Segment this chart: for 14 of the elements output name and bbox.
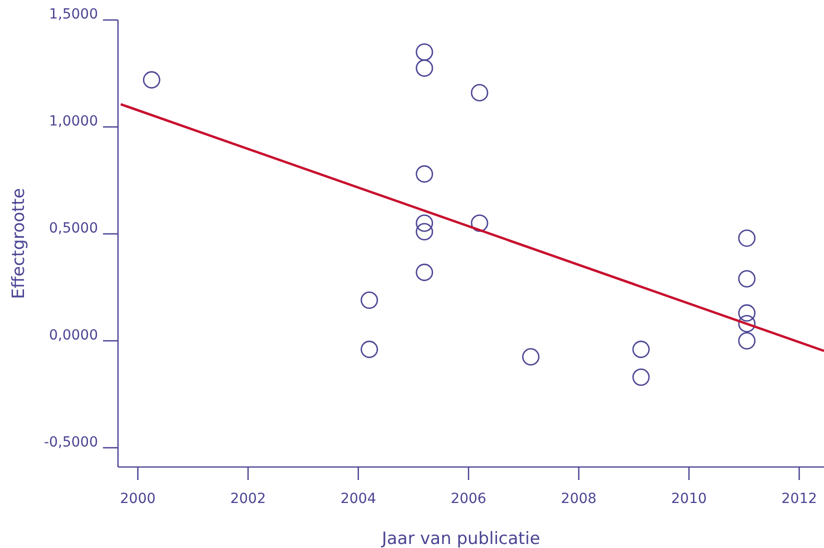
y-tick-label: 0,0000 (49, 327, 98, 344)
x-axis-title: Jaar van publicatie (380, 529, 540, 548)
x-tick-label: 2012 (781, 491, 818, 507)
x-tick-label: 2008 (560, 491, 597, 507)
y-tick-label: 1,5000 (49, 6, 98, 23)
y-tick-label: 1,0000 (49, 114, 98, 130)
y-tick-label: -0,5000 (44, 434, 98, 450)
y-tick-label: 0,5000 (49, 220, 98, 236)
y-axis-title: Effectgrootte (9, 188, 29, 299)
x-tick-label: 2000 (120, 491, 156, 507)
x-tick-label: 2006 (450, 491, 486, 507)
x-tick-label: 2010 (671, 491, 707, 507)
x-tick-label: 2002 (230, 491, 266, 507)
x-tick-label: 2004 (340, 491, 376, 507)
